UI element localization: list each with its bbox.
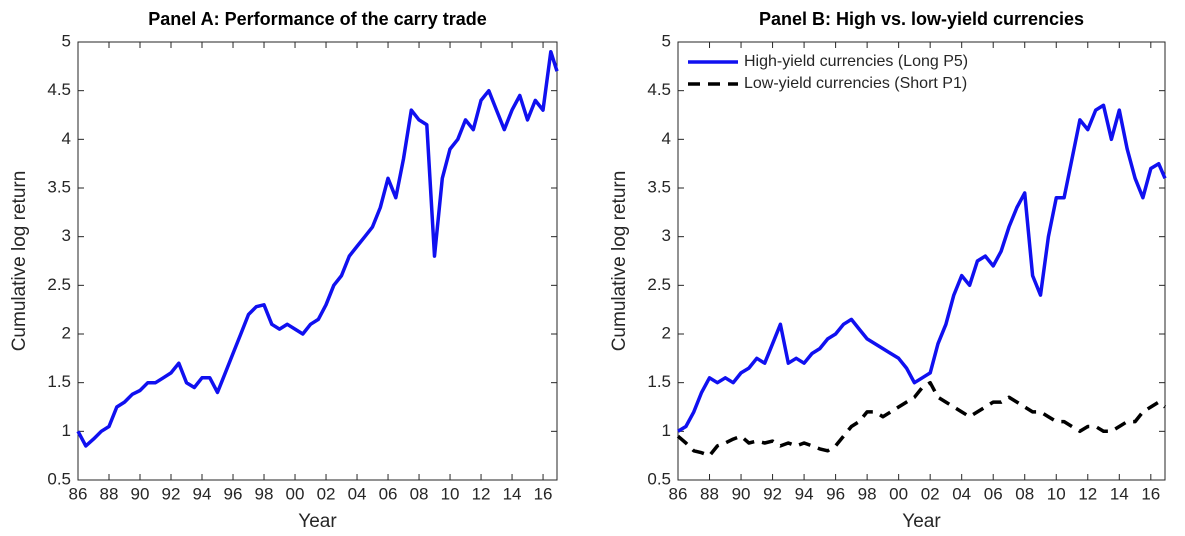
y-tick-label: 5 [662, 31, 671, 50]
x-tick-label: 12 [472, 484, 491, 503]
x-tick-label: 02 [921, 484, 940, 503]
y-tick-label: 3.5 [47, 177, 71, 196]
x-tick-label: 98 [255, 484, 274, 503]
x-tick-label: 14 [503, 484, 522, 503]
x-tick-label: 86 [69, 484, 88, 503]
x-tick-label: 88 [700, 484, 719, 503]
chart-title: Panel B: High vs. low-yield currencies [759, 9, 1084, 29]
x-tick-label: 10 [441, 484, 460, 503]
plot-frame [77, 41, 558, 481]
y-tick-label: 4.5 [647, 80, 671, 99]
chart-title: Panel A: Performance of the carry trade [148, 9, 486, 29]
x-tick-label: 92 [162, 484, 181, 503]
x-tick-label: 92 [763, 484, 782, 503]
x-tick-label: 12 [1078, 484, 1097, 503]
x-tick-label: 14 [1110, 484, 1129, 503]
x-tick-label: 04 [952, 484, 971, 503]
x-tick-label: 96 [224, 484, 243, 503]
series-line [76, 49, 559, 448]
y-tick-label: 5 [62, 31, 71, 50]
x-tick-label: 06 [984, 484, 1003, 503]
y-tick-label: 1 [662, 421, 671, 440]
legend-label: High-yield currencies (Long P5) [744, 53, 968, 70]
x-tick-label: 06 [379, 484, 398, 503]
series-line [676, 380, 1167, 458]
x-axis-label: Year [902, 511, 941, 532]
x-tick-label: 04 [348, 484, 367, 503]
y-tick-label: 1.5 [647, 372, 671, 391]
y-tick-label: 2 [62, 323, 71, 342]
y-tick-label: 1.5 [47, 372, 71, 391]
x-tick-label: 98 [858, 484, 877, 503]
x-tick-label: 16 [1141, 484, 1160, 503]
y-tick-label: 2 [662, 323, 671, 342]
x-tick-label: 02 [317, 484, 336, 503]
y-tick-label: 4 [62, 129, 71, 148]
y-tick-label: 4.5 [47, 80, 71, 99]
x-tick-label: 08 [410, 484, 429, 503]
y-tick-label: 0.5 [47, 469, 71, 488]
x-tick-label: 00 [286, 484, 305, 503]
x-tick-label: 10 [1047, 484, 1066, 503]
x-tick-label: 90 [732, 484, 751, 503]
x-tick-label: 00 [889, 484, 908, 503]
y-axis-label: Cumulative log return [9, 171, 30, 352]
plot-frame [677, 41, 1166, 481]
x-tick-label: 08 [1015, 484, 1034, 503]
x-tick-label: 94 [795, 484, 814, 503]
series-line [677, 103, 1167, 433]
y-axis-label: Cumulative log return [609, 171, 630, 352]
x-tick-label: 16 [534, 484, 553, 503]
x-tick-label: 86 [669, 484, 688, 503]
y-tick-label: 0.5 [647, 469, 671, 488]
y-tick-label: 2.5 [647, 275, 671, 294]
y-tick-label: 3.5 [647, 177, 671, 196]
legend-label: Low-yield currencies (Short P1) [744, 75, 967, 92]
x-tick-label: 90 [131, 484, 150, 503]
x-tick-label: 88 [100, 484, 119, 503]
x-axis-label: Year [298, 511, 337, 532]
y-tick-label: 2.5 [47, 275, 71, 294]
y-tick-label: 4 [662, 129, 671, 148]
y-tick-label: 1 [62, 421, 71, 440]
x-tick-label: 96 [826, 484, 845, 503]
y-tick-label: 3 [62, 226, 71, 245]
y-tick-label: 3 [662, 226, 671, 245]
x-tick-label: 94 [193, 484, 212, 503]
